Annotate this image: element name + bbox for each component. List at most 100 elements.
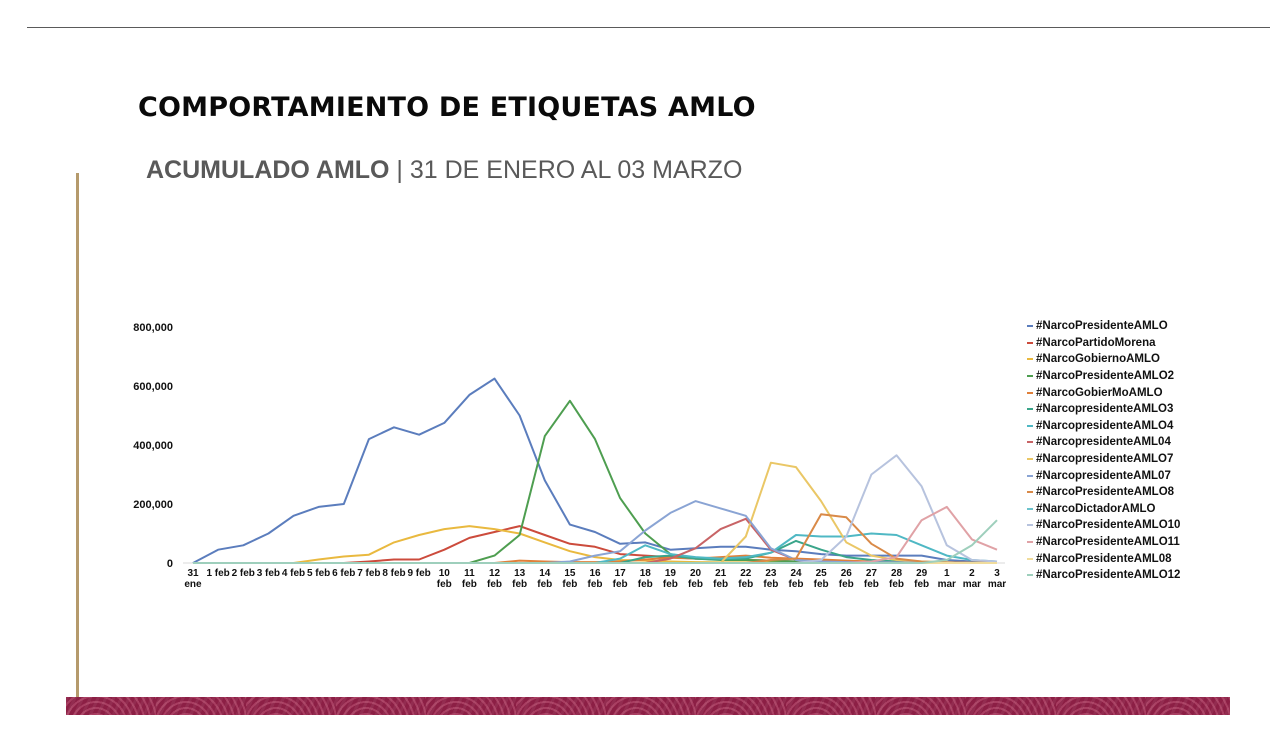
x-tick-label: 25 feb xyxy=(814,568,829,590)
x-tick-label: 21 feb xyxy=(713,568,728,590)
y-axis-ticks: 0 200,000 400,000 600,000 800,000 xyxy=(133,322,173,570)
x-tick-label: 5 feb xyxy=(307,568,330,579)
x-tick-label: 27 feb xyxy=(864,568,879,590)
legend-swatch-icon xyxy=(1027,458,1033,461)
x-tick-label: 18 feb xyxy=(638,568,653,590)
legend-label: #NarcoGobiernoAMLO xyxy=(1036,353,1160,366)
x-tick-label: 9 feb xyxy=(407,568,430,579)
x-tick-label: 23 feb xyxy=(763,568,778,590)
legend-swatch-icon xyxy=(1027,408,1033,411)
legend-item: #NarcoPresidenteAMLO11 xyxy=(1027,534,1180,551)
legend-item: #NarcoPartidoMorena xyxy=(1027,335,1180,352)
chart-legend: #NarcoPresidenteAMLO #NarcoPartidoMorena #… xyxy=(1027,318,1180,584)
x-tick-label: 3 mar xyxy=(988,568,1006,590)
legend-item: #NarcoPresidenteAMLO8 xyxy=(1027,484,1180,501)
x-tick-label: 17 feb xyxy=(613,568,628,590)
x-tick-label: 20 feb xyxy=(688,568,703,590)
subtitle-strong: ACUMULADO AMLO xyxy=(146,156,390,184)
x-tick-label: 7 feb xyxy=(357,568,380,579)
legend-item: #NarcopresidenteAMLO7 xyxy=(1027,451,1180,468)
legend-item: #NarcopresidenteAMLO4 xyxy=(1027,418,1180,435)
x-tick-label: 10 feb xyxy=(437,568,452,590)
legend-swatch-icon xyxy=(1027,507,1033,510)
x-axis-ticks: 31 ene 1 feb 2 feb 3 feb 4 feb 5 feb 6 feb 7 feb… xyxy=(184,568,1006,590)
legend-swatch-icon xyxy=(1027,358,1033,361)
x-tick-label: 22 feb xyxy=(738,568,753,590)
series-line xyxy=(193,461,997,564)
legend-swatch-icon xyxy=(1027,474,1033,477)
legend-label: #NarcoPresidenteAMLO11 xyxy=(1036,536,1180,549)
x-tick-label: 3 feb xyxy=(257,568,280,579)
legend-label: #NarcopresidenteAML04 xyxy=(1036,436,1171,449)
legend-item: #NarcopresidenteAML04 xyxy=(1027,434,1180,451)
top-divider xyxy=(27,27,1270,28)
legend-label: #NarcoPartidoMorena xyxy=(1036,336,1156,349)
x-tick-label: 31 ene xyxy=(184,568,202,590)
y-tick-label: 200,000 xyxy=(133,499,173,511)
legend-item: #NarcopresidenteAML07 xyxy=(1027,467,1180,484)
x-tick-label: 13 feb xyxy=(512,568,527,590)
x-tick-label: 8 feb xyxy=(382,568,405,579)
series-line xyxy=(192,377,997,564)
legend-label: #NarcoDictadorAMLO xyxy=(1036,502,1156,515)
legend-label: #NarcoPresidenteAMLO xyxy=(1036,320,1168,333)
decorative-footer-band xyxy=(66,697,1230,715)
legend-swatch-icon xyxy=(1027,441,1033,444)
x-tick-label: 1 mar xyxy=(938,568,956,590)
legend-swatch-icon xyxy=(1027,574,1033,577)
legend-swatch-icon xyxy=(1027,557,1033,560)
x-tick-label: 28 feb xyxy=(889,568,904,590)
x-tick-label: 26 feb xyxy=(839,568,854,590)
series-line xyxy=(193,532,998,564)
legend-label: #NarcoPresidenteAML08 xyxy=(1036,552,1172,565)
legend-label: #NarcopresidenteAMLO4 xyxy=(1036,419,1174,432)
page-subtitle: ACUMULADO AMLO | 31 DE ENERO AL 03 MARZO xyxy=(146,156,742,185)
subtitle-date-range: | 31 DE ENERO AL 03 MARZO xyxy=(389,156,743,184)
y-tick-label: 0 xyxy=(167,558,173,570)
legend-label: #NarcoPresidenteAMLO12 xyxy=(1036,569,1181,582)
x-tick-label: 2 mar xyxy=(963,568,981,590)
legend-item: #NarcoPresidenteAMLO10 xyxy=(1027,517,1180,534)
gold-accent-bar xyxy=(76,173,79,699)
page-title: COMPORTAMIENTO DE ETIQUETAS AMLO xyxy=(138,92,756,123)
legend-item: #NarcoPresidenteAML08 xyxy=(1027,550,1180,567)
legend-label: #NarcopresidenteAMLO7 xyxy=(1036,453,1174,466)
legend-label: #NarcoPresidenteAMLO8 xyxy=(1036,486,1175,499)
x-tick-label: 1 feb xyxy=(206,568,229,579)
legend-item: #NarcopresidenteAMLO3 xyxy=(1027,401,1180,418)
series-lines xyxy=(192,377,998,564)
x-tick-label: 4 feb xyxy=(282,568,305,579)
x-tick-label: 15 feb xyxy=(562,568,577,590)
x-tick-label: 19 feb xyxy=(663,568,678,590)
series-line xyxy=(193,399,997,564)
legend-item: #NarcoPresidenteAMLO xyxy=(1027,318,1180,335)
x-tick-label: 24 feb xyxy=(789,568,804,590)
x-tick-label: 14 feb xyxy=(537,568,552,590)
x-tick-label: 12 feb xyxy=(487,568,502,590)
legend-swatch-icon xyxy=(1027,541,1033,544)
legend-swatch-icon xyxy=(1027,524,1033,527)
legend-label: #NarcoPresidenteAMLO2 xyxy=(1036,370,1175,383)
legend-swatch-icon xyxy=(1027,424,1033,427)
legend-item: #NarcoGobiernoAMLO xyxy=(1027,351,1180,368)
y-tick-label: 800,000 xyxy=(133,322,173,334)
x-tick-label: 29 feb xyxy=(914,568,929,590)
legend-swatch-icon xyxy=(1027,325,1033,328)
series-line xyxy=(193,519,998,564)
legend-item: #NarcoDictadorAMLO xyxy=(1027,501,1180,518)
x-tick-label: 6 feb xyxy=(332,568,355,579)
x-tick-label: 11 feb xyxy=(462,568,477,590)
x-tick-label: 16 feb xyxy=(588,568,603,590)
legend-label: #NarcopresidenteAMLO3 xyxy=(1036,403,1174,416)
legend-swatch-icon xyxy=(1027,491,1033,494)
legend-swatch-icon xyxy=(1027,375,1033,378)
legend-swatch-icon xyxy=(1027,341,1033,344)
legend-label: #NarcopresidenteAML07 xyxy=(1036,469,1171,482)
y-tick-label: 600,000 xyxy=(133,381,173,393)
legend-item: #NarcoPresidenteAMLO12 xyxy=(1027,567,1180,584)
legend-label: #NarcoGobierMoAMLO xyxy=(1036,386,1163,399)
legend-swatch-icon xyxy=(1027,391,1033,394)
y-tick-label: 400,000 xyxy=(133,440,173,452)
legend-item: #NarcoGobierMoAMLO xyxy=(1027,384,1180,401)
